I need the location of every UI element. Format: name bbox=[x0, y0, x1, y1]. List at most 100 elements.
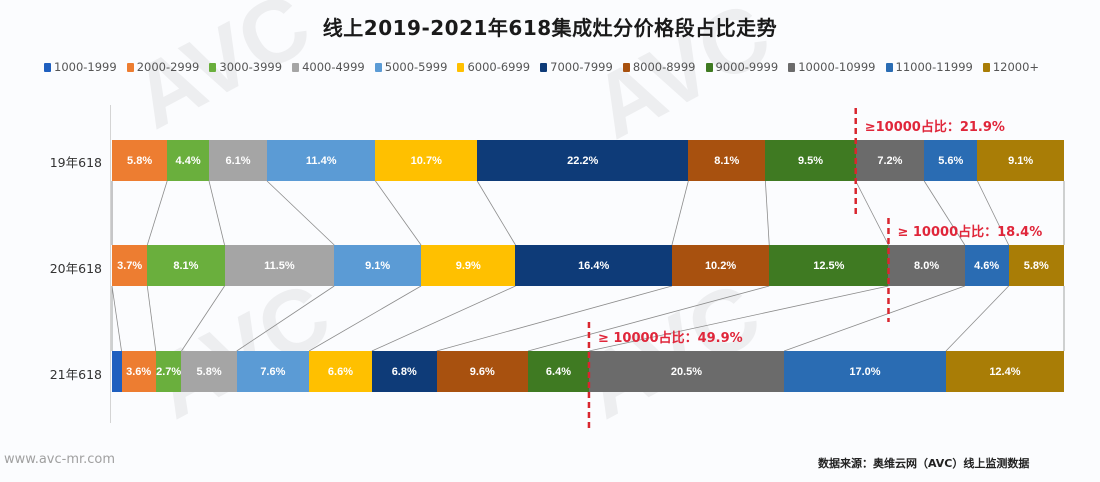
legend-label: 2000-2999 bbox=[136, 60, 200, 74]
bar-segment: 4.4% bbox=[167, 140, 209, 181]
bar-segment: 9.1% bbox=[334, 245, 422, 286]
bar-segment: 9.1% bbox=[977, 140, 1064, 181]
row-label-2020: 20年618 bbox=[49, 261, 102, 276]
legend-swatch-icon bbox=[209, 62, 217, 72]
legend-label: 5000-5999 bbox=[384, 60, 448, 74]
bar-segment: 16.4% bbox=[515, 245, 672, 286]
stacked-bar-2019: 5.8% 4.4% 6.1% 11.4% 10.7% 22.2% 8.1% 9.5% 7.2% 5… bbox=[112, 140, 1064, 181]
segment-value-label: 5.6% bbox=[938, 154, 964, 167]
bar-segment: 9.6% bbox=[436, 351, 528, 392]
segment-value-label: 9.6% bbox=[469, 365, 495, 378]
segment-value-label: 17.0% bbox=[849, 365, 881, 378]
annotation-2021-premium-share: ≥ 10000占比：49.9% bbox=[597, 331, 743, 346]
segment-value-label: 6.6% bbox=[327, 365, 353, 378]
segment-value-label: 10.2% bbox=[704, 259, 737, 272]
legend-swatch-icon bbox=[126, 62, 134, 72]
legend-label: 11000-11999 bbox=[895, 60, 973, 74]
legend-swatch-icon bbox=[885, 62, 893, 72]
legend-item: 7000-7999 bbox=[540, 60, 613, 74]
segment-value-label: 6.4% bbox=[545, 365, 571, 378]
bar-segment: 2.7% bbox=[155, 351, 182, 392]
legend-item: 9000-9999 bbox=[705, 60, 779, 74]
chart-legend: 1000-1999 2000-2999 3000-3999 4000-4999 5000… bbox=[44, 58, 1049, 76]
bar-segment: 22.2% bbox=[477, 140, 689, 181]
bar-segment: 5.8% bbox=[112, 140, 168, 181]
row-label-2021: 21年618 bbox=[49, 367, 102, 382]
chart-title: 线上2019-2021年618集成灶分价格段占比走势 bbox=[322, 16, 778, 40]
bar-segment: 7.2% bbox=[855, 140, 925, 181]
bar-segment: 11.5% bbox=[224, 245, 335, 286]
segment-value-label: 5.8% bbox=[1023, 259, 1049, 272]
legend-label: 1000-1999 bbox=[54, 60, 117, 74]
annotation-2020-premium-share: ≥ 10000占比：18.4% bbox=[897, 225, 1043, 240]
segment-value-label: 10.7% bbox=[410, 154, 442, 167]
bar-segment: 10.2% bbox=[671, 245, 770, 286]
annotation-2019-premium-share: ≥10000占比：21.9% bbox=[864, 120, 1005, 135]
legend-item: 5000-5999 bbox=[374, 60, 448, 74]
legend-label: 7000-7999 bbox=[550, 60, 613, 74]
bar-segment: 12.5% bbox=[769, 245, 889, 286]
segment-value-label: 5.8% bbox=[196, 365, 222, 378]
legend-swatch-icon bbox=[292, 62, 300, 72]
legend-swatch-icon bbox=[788, 62, 796, 72]
segment-value-label: 22.2% bbox=[567, 154, 599, 167]
bar-segment: 6.6% bbox=[309, 351, 372, 392]
category-axis-line bbox=[110, 105, 111, 423]
segment-value-label: 16.4% bbox=[578, 259, 610, 272]
bar-segment: 7.6% bbox=[236, 351, 310, 392]
bar-segment: 10.7% bbox=[375, 140, 478, 181]
bar-segment: 6.1% bbox=[209, 140, 267, 181]
legend-swatch-icon bbox=[982, 62, 990, 72]
bar-segment: 5.8% bbox=[181, 351, 237, 392]
bar-segment: 9.9% bbox=[421, 245, 516, 286]
legend-label: 3000-3999 bbox=[219, 60, 283, 74]
legend-item: 1000-1999 bbox=[44, 60, 117, 74]
bar-segment: 9.5% bbox=[765, 140, 856, 181]
segment-value-label: 7.2% bbox=[877, 154, 903, 167]
legend-item: 6000-6999 bbox=[457, 60, 530, 74]
segment-value-label: 9.1% bbox=[365, 259, 391, 272]
segment-value-label: 4.6% bbox=[974, 259, 1000, 272]
legend-label: 9000-9999 bbox=[715, 60, 779, 74]
segment-value-label: 20.5% bbox=[670, 365, 703, 378]
legend-label: 4000-4999 bbox=[302, 60, 365, 74]
segment-value-label: 12.4% bbox=[989, 365, 1021, 378]
legend-label: 8000-8999 bbox=[632, 60, 696, 74]
segment-value-label: 9.1% bbox=[1008, 154, 1034, 167]
footer-data-source: 数据来源：奥维云网（AVC）线上监测数据 bbox=[818, 457, 1030, 470]
legend-label: 12000+ bbox=[992, 60, 1040, 74]
segment-value-label: 8.1% bbox=[173, 259, 199, 272]
bar-segment: 12.4% bbox=[945, 351, 1064, 392]
legend-label: 6000-6999 bbox=[467, 60, 531, 74]
bar-segment: 8.1% bbox=[147, 245, 225, 286]
bar-segment: 17.0% bbox=[784, 351, 946, 392]
row-label-2019: 19年618 bbox=[49, 155, 102, 170]
segment-value-label: 8.1% bbox=[714, 154, 740, 167]
legend-swatch-icon bbox=[622, 62, 630, 72]
segment-value-label: 2.7% bbox=[156, 365, 182, 378]
segment-value-label: 9.9% bbox=[455, 259, 481, 272]
bar-segment: 11.4% bbox=[267, 140, 376, 181]
bar-segment bbox=[112, 351, 122, 392]
bar-segment: 6.8% bbox=[371, 351, 437, 392]
legend-item: 12000+ bbox=[982, 60, 1040, 74]
segment-value-label: 7.6% bbox=[260, 365, 286, 378]
bar-segment: 6.4% bbox=[527, 351, 589, 392]
legend-swatch-icon bbox=[44, 62, 51, 72]
legend-item: 8000-8999 bbox=[622, 60, 696, 74]
legend-item: 10000-10999 bbox=[788, 60, 876, 74]
legend-item: 3000-3999 bbox=[209, 60, 282, 74]
legend-swatch-icon bbox=[540, 62, 548, 72]
segment-value-label: 6.1% bbox=[225, 154, 251, 167]
bar-segment: 3.6% bbox=[121, 351, 156, 392]
bar-segment: 8.1% bbox=[688, 140, 766, 181]
segment-value-label: 3.6% bbox=[126, 365, 152, 378]
segment-value-label: 4.4% bbox=[175, 154, 201, 167]
segment-value-label: 3.7% bbox=[117, 259, 143, 272]
bar-segment: 3.7% bbox=[112, 245, 148, 286]
segment-value-label: 11.5% bbox=[264, 259, 295, 272]
legend-item: 2000-2999 bbox=[126, 60, 200, 74]
segment-value-label: 12.5% bbox=[813, 259, 845, 272]
legend-item: 4000-4999 bbox=[292, 60, 365, 74]
